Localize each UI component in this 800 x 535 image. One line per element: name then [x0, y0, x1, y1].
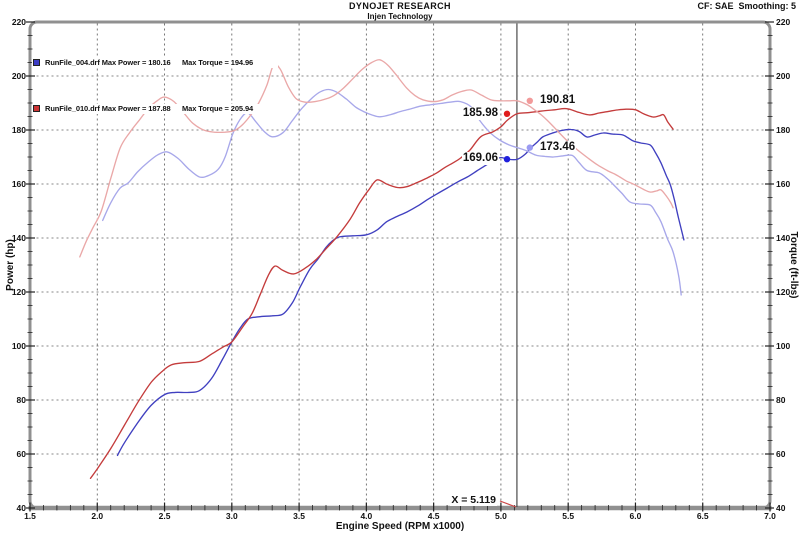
x-tick-label: 2.0 [91, 511, 103, 521]
chart-title: DYNOJET RESEARCH [349, 1, 451, 11]
legend-max-torque-run010: Max Torque = 205.94 [182, 104, 254, 113]
axis-ticks [26, 21, 774, 512]
marker-label-torque-run010: 190.81 [539, 94, 577, 107]
plot-background [30, 22, 770, 508]
y-tick-label-left: 100 [12, 341, 26, 351]
legend-file-run004: RunFile_004.drf [45, 58, 100, 67]
y-tick-label-left: 120 [12, 287, 26, 297]
curve-runfile-004-power-hp- [116, 128, 685, 457]
legend-max-power-run010: Max Power = 187.88 [101, 104, 171, 113]
x-tick-label: 6.5 [697, 511, 709, 521]
marker-label-power-run004: 169.06 [461, 152, 499, 165]
legend-swatch-run004-icon [33, 59, 40, 66]
y-tick-label-left: 200 [12, 71, 26, 81]
legend-row-runfile-010: RunFile_010.drf Max Power = 187.88 Max T… [32, 104, 278, 114]
legend-swatch-run010-icon [33, 105, 40, 112]
y-tick-label-left: 160 [12, 179, 26, 189]
x-tick-label: 4.5 [428, 511, 440, 521]
x-tick-label: 7.0 [764, 511, 776, 521]
x-tick-label: 5.5 [562, 511, 574, 521]
legend: RunFile_004.drf Max Power = 180.16 Max T… [32, 22, 278, 150]
axis-tick-labels: 1.5 2.0 2.5 3.0 3.5 4.0 4.5 5.0 5.5 6.0 6.5 7.040 40… [12, 17, 791, 521]
cursor-x-label: X = 5.119 [450, 494, 497, 506]
x-tick-label: 3.0 [226, 511, 238, 521]
marker-label-torque-run004: 173.46 [539, 141, 577, 154]
x-tick-label: 4.0 [360, 511, 372, 521]
x-axis-title: Engine Speed (RPM x1000) [336, 521, 464, 532]
y-tick-label-right: 220 [776, 17, 790, 27]
chart-subtitle: Injen Technology [367, 12, 433, 21]
y-axis-title-right: Torque (ft-lbs) [788, 231, 799, 298]
marker-label-power-run010: 185.98 [461, 107, 499, 120]
y-tick-label-left: 220 [12, 17, 26, 27]
cursor-pointer-line [499, 500, 517, 508]
y-tick-label-left: 140 [12, 233, 26, 243]
marker-dot-runfile-004-torque [526, 144, 533, 151]
y-tick-label-left: 80 [17, 395, 27, 405]
legend-max-torque-run004: Max Torque = 194.96 [182, 58, 254, 67]
marker-dot-runfile-004-power [503, 156, 511, 163]
legend-row-runfile-004: RunFile_004.drf Max Power = 180.16 Max T… [32, 58, 278, 68]
x-tick-label: 6.0 [630, 511, 642, 521]
marker-dot-runfile-010-torque [526, 97, 533, 105]
y-tick-label-right: 140 [776, 233, 790, 243]
y-tick-label-right: 100 [776, 341, 790, 351]
legend-file-run010: RunFile_010.drf [45, 104, 100, 113]
y-tick-label-right: 60 [776, 449, 786, 459]
y-tick-label-right: 160 [776, 179, 790, 189]
y-tick-label-right: 80 [776, 395, 786, 405]
correction-smoothing-info: CF: SAE Smoothing: 5 [697, 1, 797, 11]
x-tick-label: 5.0 [495, 511, 507, 521]
y-tick-label-left: 40 [17, 503, 27, 513]
x-tick-label: 1.5 [24, 511, 36, 521]
y-tick-label-left: 60 [17, 449, 27, 459]
curve-runfile-010-power-hp- [89, 107, 674, 479]
y-tick-label-right: 120 [776, 287, 790, 297]
y-tick-label-left: 180 [12, 125, 26, 135]
y-axis-title-left: Power (hp) [5, 239, 16, 291]
marker-dot-runfile-010-power [503, 110, 511, 118]
y-tick-label-right: 40 [776, 503, 786, 513]
y-tick-label-right: 180 [776, 125, 790, 135]
legend-max-power-run004: Max Power = 180.16 [101, 58, 171, 67]
y-tick-label-right: 200 [776, 71, 790, 81]
curve-runfile-004-torque-ft-lbs- [102, 88, 682, 296]
x-tick-label: 3.5 [293, 511, 305, 521]
x-tick-label: 2.5 [159, 511, 171, 521]
